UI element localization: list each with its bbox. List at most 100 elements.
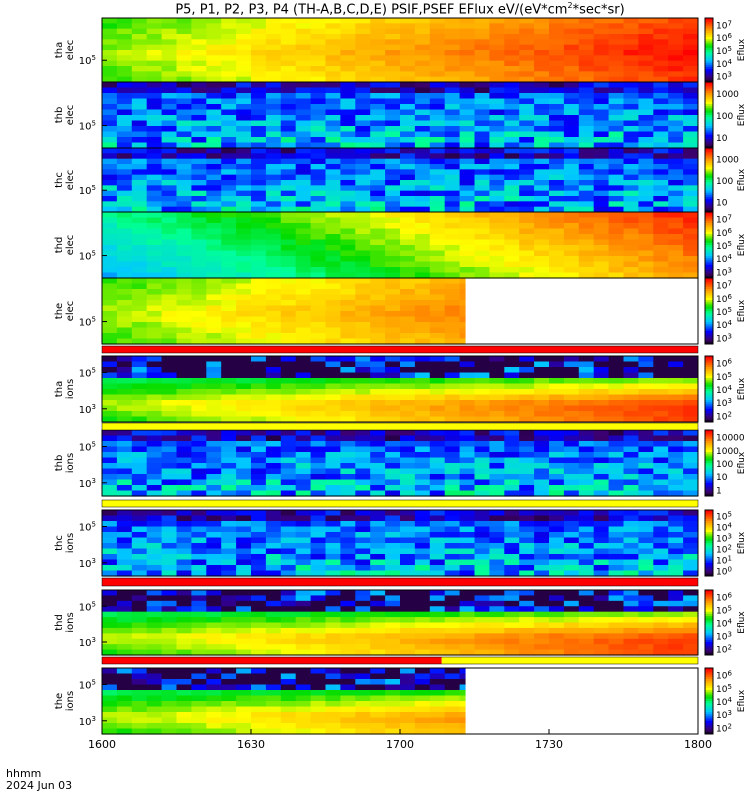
- heatmap-cell: [578, 93, 595, 100]
- heatmap-cell: [668, 180, 684, 186]
- heatmap-cell: [310, 435, 327, 442]
- heatmap-cell: [251, 333, 267, 340]
- heatmap-cell: [236, 463, 252, 470]
- heatmap-cell: [504, 405, 520, 412]
- heatmap-cell: [653, 256, 669, 263]
- heatmap-cell: [414, 109, 431, 116]
- heatmap-cell: [280, 66, 297, 72]
- heatmap-cell: [206, 595, 222, 602]
- heatmap-cell: [146, 485, 163, 492]
- heatmap-cell: [504, 479, 520, 486]
- heatmap-cell: [504, 446, 520, 453]
- heatmap-cell: [459, 485, 476, 492]
- heatmap-cell: [370, 367, 386, 374]
- heatmap-cell: [519, 44, 535, 51]
- heatmap-cell: [102, 322, 118, 329]
- heatmap-cell: [265, 679, 282, 686]
- heatmap-cell: [668, 131, 684, 138]
- heatmap-cell: [653, 196, 669, 202]
- heatmap-cell: [444, 590, 461, 597]
- heatmap-cell: [429, 537, 446, 544]
- heatmap-cell: [623, 223, 639, 230]
- heatmap-cell: [519, 217, 535, 224]
- heatmap-cell: [414, 71, 431, 78]
- heatmap-cell: [146, 570, 163, 577]
- heatmap-cell: [251, 570, 267, 577]
- heatmap-cell: [176, 723, 192, 730]
- heatmap-cell: [295, 361, 312, 368]
- heatmap-cell: [429, 322, 446, 329]
- heatmap-cell: [251, 684, 267, 691]
- heatmap-cell: [206, 570, 222, 577]
- heatmap-cell: [102, 283, 118, 290]
- heatmap-cell: [638, 217, 654, 224]
- heatmap-cell: [668, 153, 684, 160]
- heatmap-cell: [176, 490, 192, 497]
- heatmap-cell: [638, 228, 654, 235]
- heatmap-cell: [400, 104, 416, 111]
- heatmap-cell: [116, 153, 133, 160]
- heatmap-cell: [683, 126, 698, 133]
- heatmap-cell: [251, 389, 267, 396]
- heatmap-cell: [474, 570, 490, 577]
- heatmap-cell: [489, 537, 505, 544]
- heatmap-cell: [429, 169, 446, 176]
- heatmap-cell: [102, 201, 118, 208]
- heatmap-cell: [593, 120, 610, 127]
- heatmap-cell: [370, 590, 386, 597]
- colorbar-segment: [705, 154, 713, 158]
- heatmap-cell: [295, 256, 312, 263]
- heatmap-cell: [429, 405, 446, 412]
- heatmap-cell: [280, 378, 297, 385]
- heatmap-cell: [593, 23, 610, 30]
- heatmap-cell: [280, 548, 297, 555]
- colorbar-segment: [705, 413, 713, 416]
- heatmap-cell: [265, 543, 282, 550]
- colorbar-frame: [704, 589, 714, 656]
- heatmap-cell: [236, 537, 252, 544]
- heatmap-cell: [444, 416, 461, 423]
- heatmap-cell: [400, 34, 416, 40]
- colorbar-segment: [705, 452, 713, 455]
- y-tick-label: 105: [79, 521, 96, 534]
- heatmap-cell: [265, 201, 282, 208]
- heatmap-cell: [355, 367, 371, 374]
- heatmap-cell: [608, 180, 625, 186]
- heatmap-cell: [161, 289, 178, 296]
- colorbar-segment: [705, 523, 713, 526]
- heatmap-cell: [504, 559, 520, 566]
- heatmap-cell: [400, 71, 416, 78]
- heatmap-cell: [146, 723, 163, 730]
- heatmap-cell: [385, 590, 401, 597]
- heatmap-cell: [534, 164, 550, 170]
- heatmap-cell: [206, 468, 222, 475]
- heatmap-cell: [683, 196, 698, 202]
- heatmap-cell: [459, 87, 476, 94]
- heatmap-cell: [310, 169, 327, 176]
- heatmap-cell: [414, 239, 431, 246]
- heatmap-cell: [414, 356, 431, 363]
- heatmap-cell: [623, 34, 639, 40]
- colorbar-segment: [705, 395, 713, 399]
- heatmap-cell: [251, 201, 267, 208]
- heatmap-cell: [414, 267, 431, 274]
- heatmap-cell: [161, 723, 178, 730]
- heatmap-cell: [206, 565, 222, 572]
- heatmap-cell: [355, 185, 371, 192]
- heatmap-cell: [310, 595, 327, 602]
- heatmap-cell: [653, 548, 669, 555]
- heatmap-cell: [325, 18, 341, 24]
- heatmap-cell: [325, 543, 341, 550]
- heatmap-cell: [370, 164, 386, 170]
- heatmap-cell: [340, 543, 356, 550]
- heatmap-cell: [459, 245, 476, 252]
- colorbar-segment: [705, 182, 713, 185]
- heatmap-cell: [280, 261, 297, 268]
- heatmap-cell: [325, 305, 341, 312]
- heatmap-cell: [414, 521, 431, 528]
- heatmap-cell: [400, 153, 416, 160]
- heatmap-cell: [340, 446, 356, 453]
- heatmap-cell: [131, 148, 148, 154]
- heatmap-cell: [385, 638, 401, 645]
- heatmap-cell: [385, 18, 401, 24]
